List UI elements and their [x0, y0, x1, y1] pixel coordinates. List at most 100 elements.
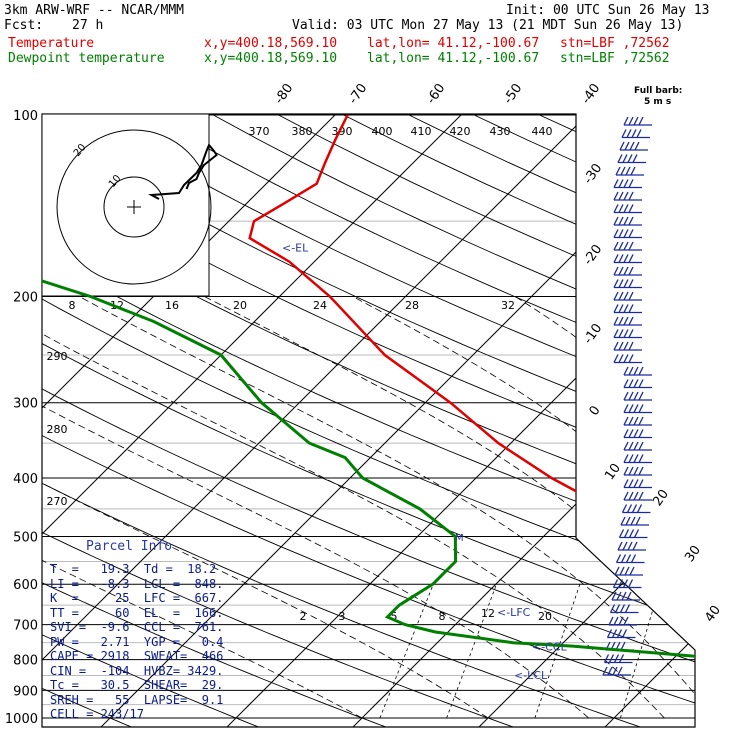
- wind-barb-feather: [623, 241, 629, 251]
- init-time: Init: 00 UTC Sun 26 May 13: [506, 3, 710, 18]
- wind-barb-feather: [613, 254, 619, 263]
- wind-barb-feather: [618, 279, 624, 288]
- wind-barb-feather: [629, 566, 635, 576]
- theta-label: 440: [532, 125, 553, 138]
- wind-barb-feather: [618, 179, 624, 188]
- wind-barb-feather: [613, 329, 619, 338]
- dry-adiabat: [474, 114, 695, 727]
- wind-barb-feather: [621, 129, 627, 138]
- wind-barb-feather: [624, 604, 631, 613]
- wind-barb-feather: [618, 241, 624, 251]
- wind-barb-feather: [628, 116, 634, 126]
- wind-barb-feather: [623, 354, 629, 363]
- theta-label: 400: [372, 125, 393, 138]
- wind-barb-feather: [620, 166, 626, 176]
- wind-barb-feather: [628, 204, 634, 213]
- wind-barb-feather: [622, 541, 628, 551]
- wind-barb-feather: [628, 316, 634, 326]
- plot-border: [41, 113, 696, 728]
- isotherm-label: -10: [581, 321, 605, 347]
- isotherm-label: 40: [702, 603, 724, 625]
- wind-barb-feather: [633, 466, 639, 476]
- mixing-ratio-label: 20: [538, 610, 552, 623]
- wind-barb-feather: [623, 229, 629, 238]
- pressure-tick-label: 700: [13, 619, 38, 634]
- wind-barb-feather: [633, 454, 639, 463]
- wind-barb-feather: [623, 429, 629, 438]
- dry-adiabat: [408, 114, 695, 727]
- isotherm-label: -70: [346, 81, 370, 107]
- wind-barb-feather: [603, 654, 610, 663]
- theta-label: 380: [292, 125, 313, 138]
- wind-barb-feather: [613, 304, 619, 313]
- wind-barb-feather: [613, 616, 619, 626]
- dewpoint-xy: x,y=400.18,569.10: [204, 51, 338, 66]
- temperature-xy: x,y=400.18,569.10: [204, 36, 338, 51]
- wind-barb-feather: [608, 616, 614, 626]
- pressure-tick-label: 800: [13, 654, 38, 669]
- wind-barb-feather: [623, 204, 629, 213]
- wind-barb-feather: [638, 416, 644, 426]
- dry-adiabat: [42, 114, 695, 727]
- theta-label: 420: [450, 125, 471, 138]
- wind-barb-feather: [633, 404, 639, 413]
- wind-barb-feather: [623, 391, 629, 401]
- moist-adiabat: [352, 296, 695, 719]
- wind-barb-feather: [628, 341, 634, 351]
- wind-barb-feather: [623, 316, 629, 326]
- wind-barb-feather: [618, 654, 625, 663]
- wind-barb-feather: [628, 366, 634, 376]
- dry-adiabat: [42, 114, 652, 727]
- wind-barb-feather: [628, 404, 634, 413]
- wind-barb-feather: [628, 241, 634, 251]
- wind-speed-label: 16: [165, 299, 179, 312]
- wind-barb-feather: [636, 504, 643, 513]
- hodograph-ring-inner: [103, 176, 165, 238]
- wind-barb-feather: [613, 216, 619, 226]
- isotherm-label: 10: [602, 461, 624, 483]
- wind-barb-feather: [627, 541, 633, 551]
- wind-barb-key-label: Full barb:: [634, 86, 682, 96]
- wind-barb-feather: [638, 366, 644, 376]
- hodograph-ring-outer: [56, 129, 212, 285]
- wind-barb-feather: [623, 491, 629, 501]
- isotherm-line: [727, 115, 740, 731]
- wind-barb-feather: [638, 466, 644, 476]
- wind-barb-feather: [618, 354, 624, 363]
- wind-barb-feather: [630, 166, 636, 176]
- wind-barb-feather: [628, 354, 634, 363]
- mixing-ratio-label: 5: [391, 610, 398, 623]
- pressure-tick-label: 500: [13, 530, 38, 545]
- wind-barb-feather: [623, 379, 629, 388]
- wind-barb-feather: [626, 591, 632, 601]
- wind-barb-feather: [618, 341, 624, 351]
- wind-barb-feather: [638, 391, 644, 401]
- wind-barb-feather: [633, 441, 639, 451]
- wind-barb-feather: [617, 154, 623, 163]
- wind-barb-feather: [628, 229, 634, 238]
- wind-barb-feather: [627, 154, 633, 163]
- wind-barb-feather: [633, 491, 639, 501]
- theta-left-label: 270: [47, 495, 68, 508]
- wind-barb-feather: [609, 604, 616, 613]
- wind-barb-feather: [628, 479, 634, 488]
- wind-barb-feather: [613, 654, 620, 663]
- isotherm-label: 0: [587, 403, 604, 418]
- wind-barb-feather: [625, 516, 631, 526]
- wind-speed-label: 8: [69, 299, 76, 312]
- wind-barb-feather: [633, 479, 639, 488]
- wind-barb-feather: [613, 266, 619, 276]
- wind-barb-feather: [628, 379, 634, 388]
- wind-barb-feather: [617, 541, 623, 551]
- wind-barb-key-value: 5 m s: [644, 97, 671, 107]
- wind-barb-feather: [623, 179, 629, 188]
- wind-barb-feather: [625, 554, 632, 563]
- wind-barb-feather: [633, 366, 639, 376]
- wind-speed-label: 24: [313, 299, 327, 312]
- wind-barb-feather: [620, 641, 626, 651]
- parcel-info-row: TT = 60 EL = 166.: [50, 605, 224, 620]
- isotherm-line: [42, 114, 336, 727]
- wind-speed-label: 20: [233, 299, 247, 312]
- dry-adiabat: [42, 114, 695, 727]
